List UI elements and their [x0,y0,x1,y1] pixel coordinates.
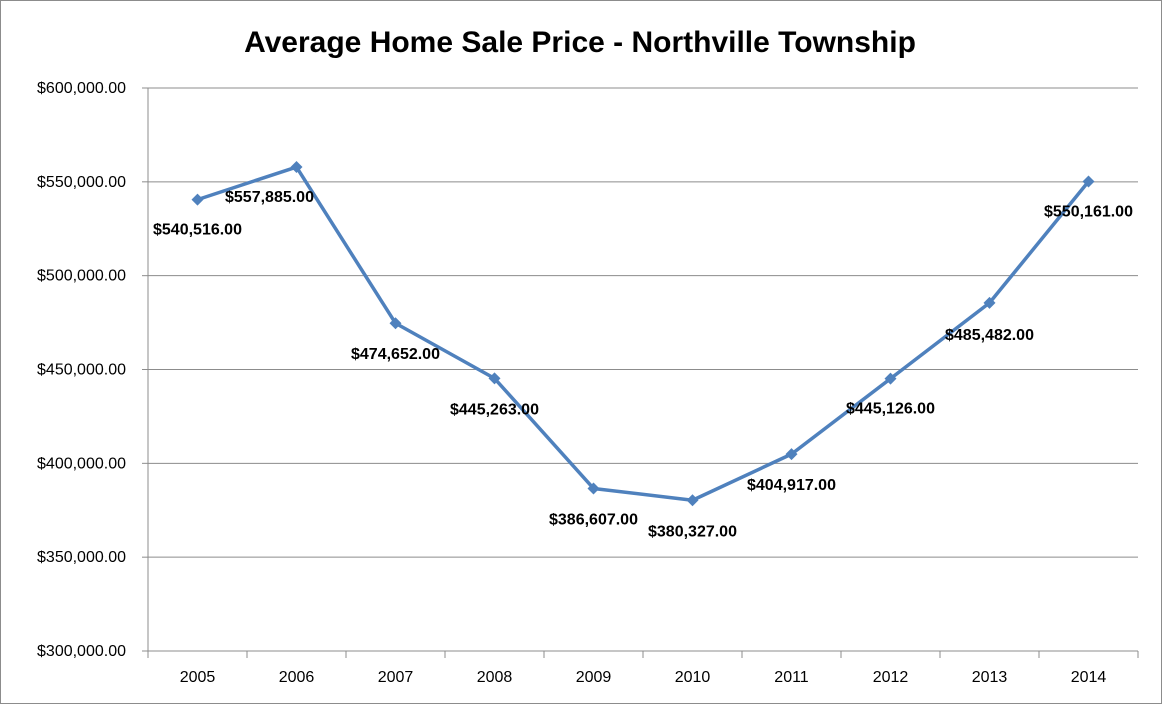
x-tick-label: 2009 [576,669,612,686]
y-tick-label: $550,000.00 [37,174,126,191]
data-point-marker [389,317,402,330]
data-label: $550,161.00 [1044,204,1133,221]
series-line-path [196,165,1090,503]
series-line [191,161,1095,507]
data-point-marker [884,372,897,385]
y-tick-label: $400,000.00 [37,455,126,472]
data-point-marker [686,494,699,507]
data-label: $404,917.00 [747,477,836,494]
x-tick-label: 2014 [1071,669,1107,686]
x-tick-label: 2008 [477,669,513,686]
x-tick-label: 2011 [774,669,809,686]
y-tick-label: $600,000.00 [37,80,126,97]
data-label: $474,652.00 [351,346,440,363]
gridlines [148,87,1138,558]
x-tick-label: 2006 [279,669,315,686]
data-point-marker [785,448,798,461]
data-label: $485,482.00 [945,327,1034,344]
x-tick-label: 2013 [972,669,1008,686]
x-tick-label: 2012 [873,669,909,686]
data-label: $540,516.00 [153,222,242,239]
data-point-marker [191,193,204,206]
y-tick-label: $450,000.00 [37,362,126,379]
axes: $300,000.00 $350,000.00 $400,000.00 $450,00… [37,80,1139,686]
x-tick-label: 2007 [378,669,414,686]
y-tick-label: $300,000.00 [37,643,126,660]
data-point-marker [1082,175,1095,188]
data-point-marker [983,296,996,309]
data-label: $445,126.00 [846,401,935,418]
data-point-marker [488,372,501,385]
data-label: $557,885.00 [225,189,314,206]
x-tick-label: 2010 [675,669,711,686]
data-label: $445,263.00 [450,401,539,418]
y-tick-label: $350,000.00 [37,549,126,566]
data-label: $386,607.00 [549,511,638,528]
y-tick-label: $500,000.00 [37,268,126,285]
data-labels: $540,516.00 $557,885.00 $474,652.00 $445,26… [153,189,1133,540]
data-point-marker [587,482,600,495]
data-point-marker [290,161,303,174]
chart-title: Average Home Sale Price - Northville Tow… [244,26,916,59]
data-label: $380,327.00 [648,523,737,540]
x-tick-label: 2005 [180,669,216,686]
